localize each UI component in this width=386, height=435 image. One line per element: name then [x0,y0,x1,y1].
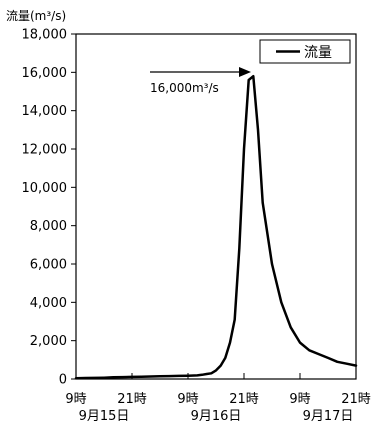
x-tick-hour-label: 21時 [117,392,147,407]
y-tick-label: 12,000 [22,143,68,158]
x-tick-date-label: 9月17日 [303,409,354,424]
x-axis-ticks: 9時 21時 9時 21時 9時 21時 9月15日 9月16日 9月17日 [65,373,371,424]
x-tick-hour-label: 21時 [229,392,259,407]
legend: 流量 [259,39,351,64]
peak-annotation: 16,000m³/s [150,67,251,95]
x-tick-hour-label: 9時 [289,392,310,407]
y-axis-ticks: 0 2,000 4,000 6,000 8,000 10,000 12,000 14,000 1… [22,28,76,388]
x-tick-date-label: 9月15日 [79,409,130,424]
legend-entry-label: 流量 [304,45,332,61]
y-tick-label: 10,000 [22,181,68,196]
y-axis-unit-label: 流量(m³/s) [6,9,66,23]
x-tick-hour-label: 9時 [177,392,198,407]
y-tick-label: 16,000 [22,66,68,81]
x-tick-hour-label: 9時 [65,392,86,407]
plot-frame [75,33,357,380]
y-tick-label: 8,000 [30,219,67,234]
legend-box [259,39,351,64]
y-tick-label: 14,000 [22,104,68,119]
y-tick-label: 0 [59,373,67,388]
series-line-flow [74,74,358,380]
annotation-arrow-head [239,67,251,77]
y-tick-label: 4,000 [30,296,67,311]
x-tick-date-label: 9月16日 [191,409,242,424]
y-tick-label: 18,000 [22,28,68,43]
y-tick-label: 2,000 [30,334,67,349]
x-tick-hour-label: 21時 [341,392,371,407]
annotation-label: 16,000m³/s [150,81,219,95]
y-tick-label: 6,000 [30,258,67,273]
series-layer [74,74,358,380]
